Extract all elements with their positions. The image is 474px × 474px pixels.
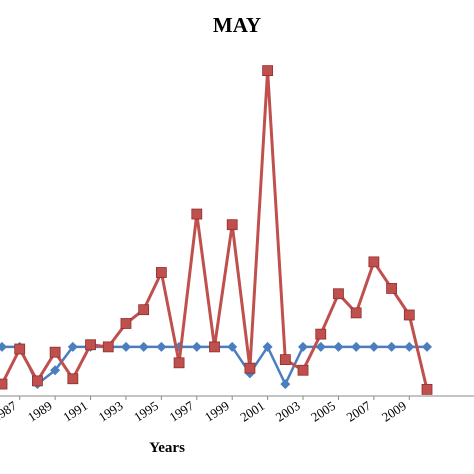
data-point bbox=[262, 341, 273, 352]
data-point bbox=[368, 341, 379, 352]
data-point bbox=[297, 364, 309, 376]
data-point bbox=[14, 343, 26, 355]
data-point bbox=[138, 341, 149, 352]
data-point bbox=[121, 341, 131, 352]
x-tick-label: 1999 bbox=[202, 398, 232, 425]
chart-title: MAY bbox=[213, 13, 261, 37]
data-point bbox=[351, 341, 362, 352]
data-point bbox=[333, 341, 344, 352]
data-point bbox=[386, 341, 397, 352]
x-tick-label: 1997 bbox=[166, 398, 196, 425]
x-tick-label: 2005 bbox=[308, 398, 338, 425]
data-point bbox=[422, 341, 432, 352]
data-point bbox=[298, 341, 308, 352]
x-axis-label: Years bbox=[149, 440, 185, 456]
x-tick-label: 1989 bbox=[25, 398, 55, 425]
data-point bbox=[156, 341, 167, 352]
data-point bbox=[333, 288, 344, 300]
x-tick-label: 2007 bbox=[344, 398, 374, 425]
data-point bbox=[262, 65, 274, 77]
x-tick-label: 2003 bbox=[273, 398, 303, 425]
data-point bbox=[0, 378, 8, 390]
x-axis-ticks: 1987 1989 1991 1993 1995 1997 1999 2001 2003 2005… bbox=[0, 396, 410, 425]
data-point bbox=[209, 341, 220, 353]
x-tick-label: 1991 bbox=[60, 398, 90, 425]
x-tick-label: 2009 bbox=[379, 398, 409, 425]
data-point bbox=[138, 304, 150, 316]
data-point bbox=[226, 219, 238, 231]
data-point bbox=[120, 318, 132, 329]
data-point bbox=[49, 346, 61, 358]
data-point bbox=[279, 354, 291, 366]
data-point bbox=[67, 373, 79, 385]
data-point bbox=[50, 365, 61, 376]
data-point bbox=[191, 341, 202, 352]
data-point bbox=[155, 267, 167, 278]
data-point bbox=[102, 341, 114, 353]
data-point bbox=[315, 341, 326, 352]
data-point bbox=[0, 341, 7, 352]
data-point bbox=[227, 341, 238, 352]
data-point bbox=[280, 379, 291, 390]
data-point bbox=[403, 309, 415, 321]
x-tick-label: 1993 bbox=[96, 398, 126, 425]
data-point bbox=[421, 383, 433, 395]
x-tick-label: 1995 bbox=[131, 398, 161, 425]
data-point bbox=[191, 208, 203, 220]
data-point bbox=[85, 339, 96, 351]
data-point bbox=[350, 307, 362, 319]
data-point bbox=[386, 283, 397, 294]
data-point bbox=[32, 375, 43, 387]
x-tick-label: 2001 bbox=[237, 398, 267, 425]
series-layer bbox=[0, 65, 433, 395]
data-point bbox=[244, 362, 256, 374]
series-2 bbox=[0, 65, 433, 395]
data-point bbox=[315, 328, 327, 340]
data-point bbox=[404, 341, 415, 352]
data-point bbox=[173, 357, 185, 369]
data-point bbox=[368, 256, 380, 268]
data-point bbox=[67, 341, 78, 352]
x-tick-label: 1987 bbox=[0, 398, 20, 425]
